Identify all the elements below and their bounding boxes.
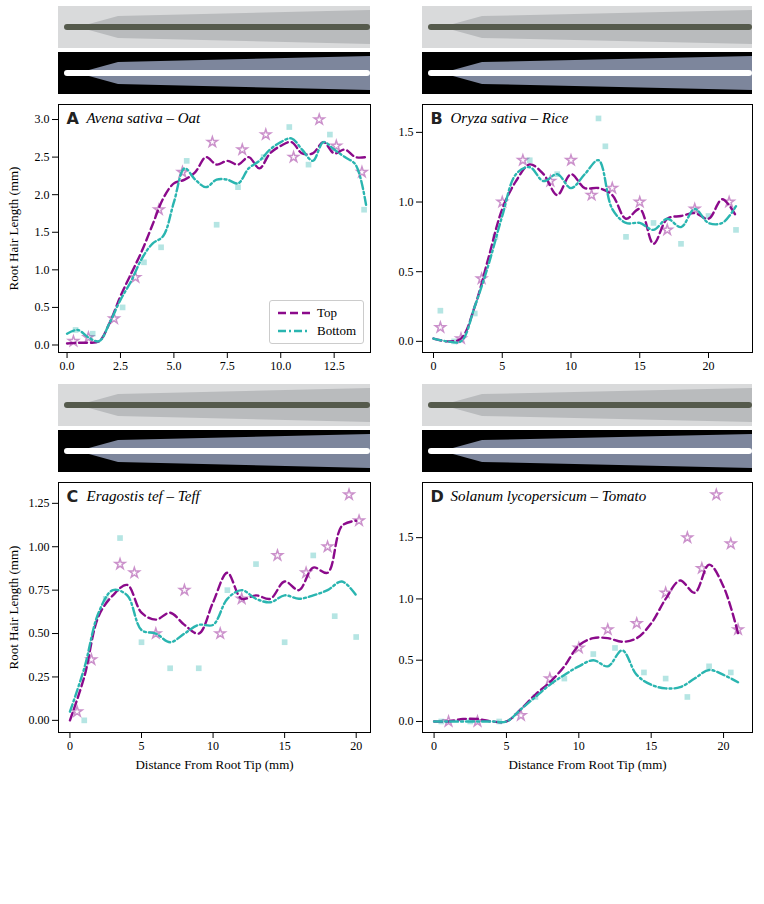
svg-text:0.50: 0.50 xyxy=(29,626,50,640)
svg-text:0.25: 0.25 xyxy=(29,670,50,684)
svg-text:0.0: 0.0 xyxy=(399,714,414,728)
svg-text:Distance From Root Tip (mm): Distance From Root Tip (mm) xyxy=(508,757,666,772)
svg-text:7.5: 7.5 xyxy=(220,359,235,373)
svg-text:B: B xyxy=(431,109,443,128)
svg-text:1.25: 1.25 xyxy=(29,496,50,510)
svg-text:Root Hair Length (mm): Root Hair Length (mm) xyxy=(6,546,21,670)
svg-text:0: 0 xyxy=(67,739,73,753)
svg-text:Root Hair Length (mm): Root Hair Length (mm) xyxy=(6,167,21,291)
svg-text:Solanum lycopersicum – Tomato: Solanum lycopersicum – Tomato xyxy=(451,488,647,504)
svg-text:0.5: 0.5 xyxy=(35,300,50,314)
svg-text:15: 15 xyxy=(645,739,657,753)
svg-text:15: 15 xyxy=(634,359,646,373)
svg-text:20: 20 xyxy=(718,739,730,753)
svg-text:10.0: 10.0 xyxy=(270,359,291,373)
svg-text:1.0: 1.0 xyxy=(399,592,414,606)
svg-text:0.0: 0.0 xyxy=(399,334,414,348)
svg-text:20: 20 xyxy=(703,359,715,373)
svg-text:0.0: 0.0 xyxy=(35,338,50,352)
svg-text:2.0: 2.0 xyxy=(35,188,50,202)
svg-text:Distance From Root Tip (mm): Distance From Root Tip (mm) xyxy=(135,757,293,772)
svg-text:A: A xyxy=(67,109,80,128)
html-text:Top: Top xyxy=(317,305,337,320)
svg-text:5.0: 5.0 xyxy=(166,359,181,373)
svg-text:1.0: 1.0 xyxy=(35,263,50,277)
html-text:Bottom: Bottom xyxy=(317,323,356,338)
svg-text:0.5: 0.5 xyxy=(399,653,414,667)
svg-text:0: 0 xyxy=(431,739,437,753)
svg-text:D: D xyxy=(431,487,444,506)
svg-text:5: 5 xyxy=(503,739,509,753)
svg-text:1.0: 1.0 xyxy=(399,195,414,209)
svg-text:0: 0 xyxy=(431,359,437,373)
svg-text:Avena sativa – Oat: Avena sativa – Oat xyxy=(86,110,202,126)
svg-text:Oryza sativa – Rice: Oryza sativa – Rice xyxy=(451,110,569,126)
svg-text:5: 5 xyxy=(139,739,145,753)
svg-text:3.0: 3.0 xyxy=(35,112,50,126)
svg-text:0.0: 0.0 xyxy=(60,359,75,373)
svg-text:2.5: 2.5 xyxy=(35,150,50,164)
svg-text:1.5: 1.5 xyxy=(399,125,414,139)
svg-text:0.00: 0.00 xyxy=(29,713,50,727)
svg-text:0.5: 0.5 xyxy=(399,265,414,279)
svg-text:C: C xyxy=(67,487,79,506)
svg-text:15: 15 xyxy=(279,739,291,753)
svg-text:5: 5 xyxy=(499,359,505,373)
svg-text:Eragostis tef – Teff: Eragostis tef – Teff xyxy=(86,488,202,504)
svg-text:0.75: 0.75 xyxy=(29,583,50,597)
svg-text:20: 20 xyxy=(350,739,362,753)
svg-text:1.00: 1.00 xyxy=(29,540,50,554)
svg-text:10: 10 xyxy=(573,739,585,753)
svg-text:2.5: 2.5 xyxy=(113,359,128,373)
svg-text:10: 10 xyxy=(207,739,219,753)
svg-text:10: 10 xyxy=(565,359,577,373)
svg-text:1.5: 1.5 xyxy=(35,225,50,239)
svg-text:1.5: 1.5 xyxy=(399,530,414,544)
svg-text:12.5: 12.5 xyxy=(324,359,345,373)
